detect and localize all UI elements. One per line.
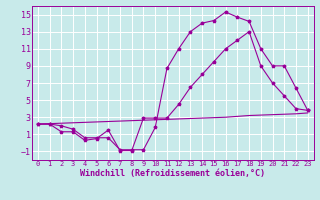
X-axis label: Windchill (Refroidissement éolien,°C): Windchill (Refroidissement éolien,°C) — [80, 169, 265, 178]
